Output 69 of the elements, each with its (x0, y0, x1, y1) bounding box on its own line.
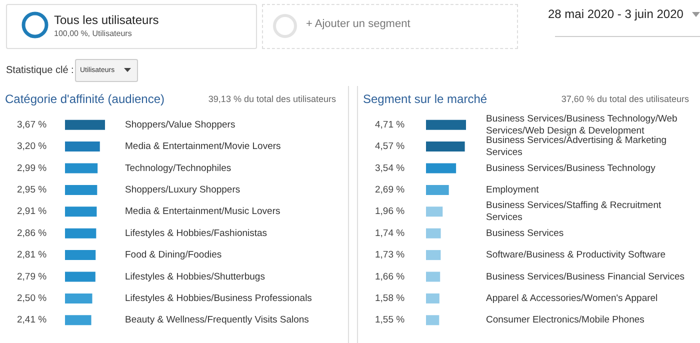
bar (426, 272, 440, 282)
y-tick-label: Shoppers/Value Shoppers (125, 119, 236, 130)
y-tick-label: Lifestyles & Hobbies/Shutterbugs (125, 271, 266, 282)
data-label: 2,50 % (17, 292, 48, 304)
data-label: 1,58 % (375, 292, 406, 304)
y-tick-label: Food & Dining/Foodies (125, 250, 222, 261)
data-label: 3,67 % (17, 119, 48, 130)
bar (426, 142, 465, 152)
bar (65, 142, 100, 152)
data-label: 2,79 % (17, 271, 48, 282)
text: 28 mai 2020 - 3 juin 2020 (548, 7, 684, 21)
text: Tous les utilisateurs (54, 13, 159, 27)
bar (65, 315, 92, 326)
bar (65, 184, 98, 195)
y-tick-label: Technology/Technophiles (125, 162, 232, 174)
y-tick-label: Media & Entertainment/Music Lovers (125, 206, 280, 218)
data-label: 2,99 % (17, 162, 48, 174)
data-label: 3,20 % (17, 141, 48, 152)
y-tick-label: Lifestyles & Hobbies/Business Professionals (125, 292, 312, 304)
bar (65, 272, 96, 282)
bar (65, 120, 105, 130)
data-label: 2,86 % (17, 228, 48, 239)
y-tick-label: Media & Entertainment/Movie Lovers (125, 141, 282, 152)
bar (65, 228, 96, 238)
chart-title: Catégorie d'affinité (audience) (5, 92, 165, 106)
y-tick-label: Lifestyles & Hobbies/Fashionistas (125, 228, 268, 239)
bar (426, 184, 449, 195)
bar (426, 163, 456, 174)
y-tick-label: Beauty & Wellness/Frequently Visits Salons (125, 314, 310, 326)
bar (65, 250, 96, 260)
y-tick-label: Software/Business & Productivity Software (486, 250, 666, 261)
text: 37,60 % du total des utilisateurs (561, 94, 689, 104)
y-tick-label: Apparel & Accessories/Women's Apparel (486, 292, 658, 304)
bar (426, 228, 441, 238)
data-label: 3,54 % (375, 162, 406, 174)
bar (426, 250, 441, 260)
y-tick-label: Business Services/Advertising & Marketing Services (486, 135, 670, 158)
y-tick-label: Employment (486, 184, 540, 196)
y-tick-label: Business Services/Business Technology (486, 162, 656, 174)
y-tick-label: Shoppers/Luxury Shoppers (125, 184, 240, 196)
bar (426, 293, 440, 304)
data-label: 1,74 % (375, 228, 406, 239)
data-label: 2,41 % (17, 314, 48, 326)
y-tick-label: Business Services/Business Financial Services (486, 271, 685, 282)
y-tick-label: Business Services/Business Technology/Web Services/Web Design & Development (486, 113, 680, 136)
data-label: 2,69 % (375, 184, 406, 196)
text: 39,13 % du total des utilisateurs (208, 94, 336, 104)
bar (65, 163, 98, 174)
y-tick-label: Business Services/Staffing & Recruitment Services (486, 200, 664, 224)
bar (426, 120, 466, 130)
data-label: 1,73 % (375, 250, 406, 261)
chart-title: Segment sur le marché (363, 92, 488, 106)
y-tick-label: Business Services (486, 228, 564, 239)
text: + Ajouter un segment (306, 18, 410, 30)
bar (65, 293, 92, 304)
data-label: 4,57 % (375, 141, 406, 152)
bar (65, 206, 97, 217)
data-label: 2,95 % (17, 184, 48, 196)
text: 100,00 %, Utilisateurs (54, 29, 132, 38)
data-label: 1,55 % (375, 314, 406, 326)
text: Statistique clé : (6, 65, 74, 76)
y-tick-label: Consumer Electronics/Mobile Phones (486, 314, 645, 326)
data-label: 1,66 % (375, 271, 406, 282)
data-label: 2,81 % (17, 250, 48, 261)
data-label: 4,71 % (375, 119, 406, 130)
data-label: 1,96 % (375, 206, 406, 218)
bar (426, 315, 440, 326)
data-label: 2,91 % (17, 206, 48, 218)
bar (426, 206, 443, 217)
